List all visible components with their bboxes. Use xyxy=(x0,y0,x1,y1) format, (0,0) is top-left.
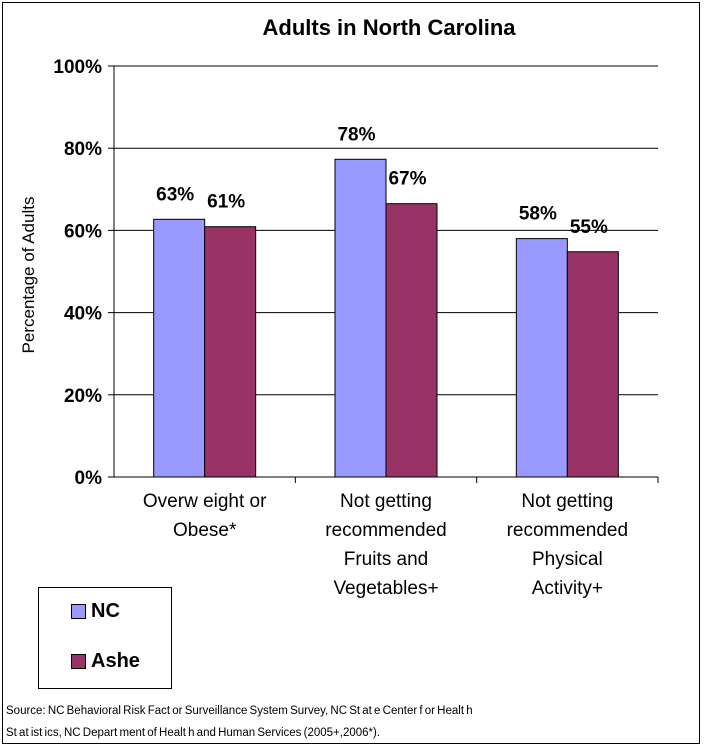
x-category-label: Not getting xyxy=(340,491,432,512)
bar-ashe xyxy=(385,203,438,478)
source-line-1: Source: NC Behavioral Risk Fact or Surve… xyxy=(6,705,473,717)
legend: NC Ashe xyxy=(38,587,172,689)
chart-title: Adults in North Carolina xyxy=(263,15,517,40)
bar-ashe xyxy=(566,251,619,478)
x-category-label: Overw eight or xyxy=(143,491,267,512)
x-category-label: Obese* xyxy=(173,520,237,541)
x-category-label: recommended xyxy=(325,520,446,541)
data-label-ashe: 55% xyxy=(570,217,608,238)
data-label-nc: 63% xyxy=(156,184,194,205)
bar-nc xyxy=(153,218,206,478)
y-axis-label: Percentage of Adults xyxy=(19,197,38,354)
x-category-label: Vegetables+ xyxy=(333,578,438,599)
legend-item-ashe: Ashe xyxy=(71,650,140,673)
source-note: Source: NC Behavioral Risk Fact or Surve… xyxy=(6,700,473,744)
data-label-ashe: 67% xyxy=(388,169,426,190)
legend-swatch-ashe xyxy=(71,654,86,669)
x-category-label: Activity+ xyxy=(532,578,603,599)
source-line-2: St at ist ics, NC Depart ment of Healt h… xyxy=(6,727,381,739)
x-category-label: Physical xyxy=(532,549,603,570)
y-tick-label: 40% xyxy=(64,304,102,325)
bar-nc xyxy=(334,158,387,478)
data-label-nc: 78% xyxy=(337,124,375,145)
legend-swatch-nc xyxy=(71,604,86,619)
data-label-ashe: 61% xyxy=(207,192,245,213)
plot-area: 0% 20% 40% 60% 80% 100% 63% 61% Overw eight or Ob… xyxy=(53,57,659,599)
y-tick-label: 80% xyxy=(64,139,102,160)
data-label-nc: 58% xyxy=(519,204,557,225)
y-tick-label: 20% xyxy=(64,386,102,407)
x-category-label: recommended xyxy=(507,520,628,541)
x-category-label: Not getting xyxy=(521,491,613,512)
bar-nc xyxy=(515,238,568,478)
y-tick-label: 100% xyxy=(53,57,102,78)
legend-item-nc: NC xyxy=(71,600,120,623)
legend-label-nc: NC xyxy=(91,600,120,622)
x-category-label: Fruits and xyxy=(344,549,428,570)
bar-ashe xyxy=(204,226,257,478)
y-tick-label: 60% xyxy=(64,221,102,242)
legend-label-ashe: Ashe xyxy=(91,650,140,672)
y-tick-label: 0% xyxy=(75,468,103,489)
